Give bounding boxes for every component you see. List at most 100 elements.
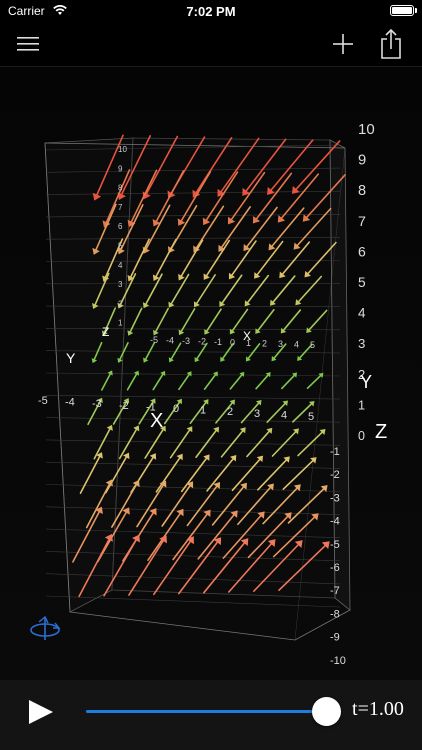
battery-icon	[390, 5, 414, 16]
field-arrow	[267, 139, 314, 195]
grid-line	[45, 237, 341, 240]
x-tick-label: -1	[146, 401, 156, 413]
grid-line	[45, 372, 341, 377]
x-tick-label-far: -2	[198, 337, 206, 347]
field-arrow	[252, 172, 293, 224]
x-axis-ticks: -5 -4 -3 -2 -1 0 1 2 3 4 5 -5 -4 -3 -2 -1 0 1 2 3 4 5	[38, 335, 315, 423]
right-scale-label: 9	[358, 153, 366, 169]
menu-button[interactable]	[14, 32, 42, 56]
status-time: 7:02 PM	[186, 4, 236, 19]
field-arrow	[168, 273, 190, 308]
grid-line	[45, 573, 341, 585]
field-arrow	[253, 540, 303, 592]
field-arrow	[255, 372, 271, 390]
field-arrow	[127, 238, 150, 282]
field-arrow	[291, 140, 341, 194]
field-arrow	[195, 426, 219, 459]
add-button[interactable]	[330, 31, 356, 57]
right-scale-label: 8	[358, 183, 366, 199]
left-scale-label: 1	[118, 319, 123, 328]
field-arrow	[87, 397, 103, 426]
right-scale-label: 0	[358, 429, 365, 443]
field-arrow	[203, 371, 218, 390]
right-scale-label: 5	[358, 275, 366, 290]
field-arrow	[178, 239, 204, 281]
field-arrow	[78, 533, 113, 598]
x-tick-label-far: 4	[294, 340, 299, 350]
play-button[interactable]	[26, 697, 56, 727]
right-scale-label: -10	[330, 655, 346, 667]
x-tick-label-far: -3	[182, 336, 190, 346]
x-tick-label-far: 0	[230, 338, 235, 348]
field-arrow	[217, 137, 260, 197]
share-icon	[381, 29, 401, 59]
field-arrow	[203, 239, 231, 280]
field-arrow	[266, 400, 288, 424]
field-arrow	[103, 534, 140, 597]
field-arrow	[297, 429, 326, 457]
left-scale-label: 4	[118, 261, 123, 270]
right-scale-label: -7	[330, 585, 340, 597]
field-arrow	[247, 512, 292, 559]
field-arrow	[143, 342, 156, 363]
field-arrow	[262, 484, 301, 525]
z-scale-left: 10 9 8 7 6 5 4 3 2 1	[118, 145, 127, 328]
field-arrow	[281, 372, 298, 390]
field-arrow	[144, 425, 166, 459]
field-arrow	[218, 206, 251, 252]
field-arrow	[189, 399, 209, 425]
field-arrow	[220, 342, 235, 362]
right-scale-label: -5	[330, 539, 340, 551]
right-scale-label: 10	[358, 121, 375, 138]
field-arrow	[243, 206, 278, 252]
right-scale-label: -9	[330, 632, 340, 644]
field-arrow	[206, 454, 237, 492]
field-arrow	[127, 307, 143, 336]
vector-field-view[interactable]: 10 9 8 7 6 5 4 3 2 1 0 -1 -2 -3 -4 -5 -6 -7 -8 -9 -10 10 9 8 7 6…	[0, 67, 422, 680]
field-arrow	[240, 399, 262, 424]
battery-tip	[415, 8, 417, 13]
field-arrow	[152, 238, 177, 282]
left-scale-label: 3	[118, 280, 123, 289]
field-arrow	[306, 309, 328, 334]
right-scale-label: -4	[330, 516, 340, 528]
field-arrow	[172, 509, 211, 561]
share-button[interactable]	[376, 27, 406, 61]
field-arrow	[295, 275, 323, 306]
field-arrow	[254, 240, 284, 279]
grid-line	[45, 328, 341, 331]
field-arrow	[153, 536, 194, 596]
x-tick-label: 5	[308, 411, 314, 423]
field-arrow	[306, 372, 324, 389]
field-arrow	[72, 506, 103, 563]
field-arrow	[302, 174, 346, 222]
y-axis-label-left: Y	[66, 350, 76, 366]
field-arrow	[272, 513, 319, 558]
field-arrow	[204, 308, 222, 335]
field-arrow	[112, 397, 130, 425]
field-arrow	[91, 341, 103, 364]
x-tick-label: -5	[38, 395, 48, 407]
field-arrow	[271, 343, 287, 362]
field-arrow	[178, 537, 222, 595]
field-arrow	[222, 511, 265, 559]
rotate-3d-icon[interactable]	[30, 615, 61, 640]
left-scale-label: 5	[118, 242, 123, 251]
time-slider-thumb[interactable]	[312, 697, 341, 726]
left-scale-label: 8	[118, 184, 123, 193]
x-tick-label-far: -1	[214, 337, 222, 347]
field-arrow	[168, 342, 182, 363]
time-prefix: t	[352, 698, 358, 720]
field-arrow	[257, 456, 290, 491]
field-arrow	[92, 272, 110, 309]
right-scale-label: 4	[358, 306, 366, 321]
z-axis-label-left: Z	[102, 325, 109, 339]
grid-line	[45, 260, 341, 262]
field-arrow	[152, 370, 166, 391]
status-bar: Carrier 7:02 PM	[0, 0, 422, 22]
right-scale-label: 1	[358, 397, 365, 412]
field-arrow	[163, 398, 182, 425]
time-slider-track[interactable]	[86, 710, 326, 713]
